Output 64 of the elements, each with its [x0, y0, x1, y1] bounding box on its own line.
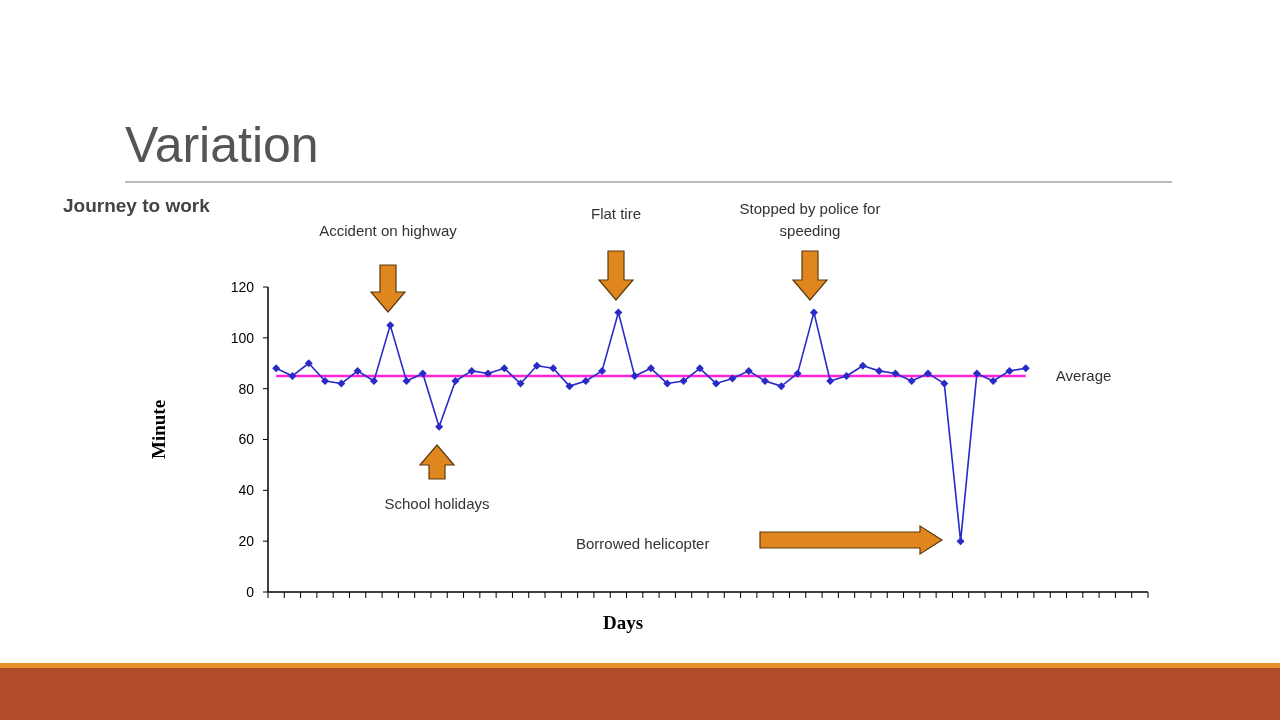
point	[484, 369, 492, 378]
annotation: School holidays	[384, 495, 490, 512]
point	[435, 422, 444, 431]
chart-subtitle: Journey to work	[63, 195, 211, 216]
text: Accident on highway	[319, 222, 458, 239]
point	[924, 369, 932, 378]
point	[402, 377, 411, 386]
point	[728, 374, 737, 383]
y-tick-label: 20	[238, 533, 255, 550]
point	[809, 308, 818, 317]
point	[891, 369, 900, 378]
point	[304, 359, 313, 368]
point	[646, 364, 655, 373]
point	[386, 321, 395, 330]
text: Stopped by police for speeding	[739, 200, 881, 239]
point	[777, 382, 786, 391]
point	[695, 364, 704, 373]
point	[337, 379, 346, 388]
point	[598, 366, 607, 375]
y-axis-title: Minute	[148, 399, 169, 460]
point	[1005, 366, 1014, 375]
point	[451, 377, 460, 386]
point	[532, 361, 541, 370]
point	[842, 371, 851, 380]
point	[940, 379, 949, 388]
chart-title: Variation	[125, 117, 319, 173]
point	[907, 377, 916, 386]
point	[565, 382, 574, 391]
y-tick-label: 120	[230, 278, 255, 295]
point	[793, 369, 802, 378]
point	[679, 377, 688, 386]
point	[875, 366, 884, 375]
y-tick-label: 0	[246, 583, 255, 600]
y-tick-label: 60	[238, 431, 255, 448]
point	[826, 377, 835, 386]
point	[549, 364, 558, 373]
point	[500, 364, 509, 373]
y-tick-label: 80	[238, 380, 255, 397]
point	[956, 537, 965, 546]
annotation: Borrowed helicopter	[576, 535, 710, 552]
point	[467, 366, 476, 375]
point	[272, 364, 281, 373]
point	[663, 379, 672, 388]
text: Flat tire	[590, 205, 642, 222]
point	[972, 369, 981, 378]
point	[614, 308, 623, 317]
y-tick-label: 40	[238, 482, 255, 499]
point	[418, 369, 427, 378]
x-axis-title: Days	[602, 612, 644, 633]
y-tick-label: 100	[230, 329, 255, 346]
point	[989, 377, 998, 386]
point	[630, 371, 639, 380]
point	[581, 377, 590, 386]
point	[744, 366, 753, 375]
point	[353, 366, 362, 375]
point	[712, 379, 721, 388]
point	[321, 377, 330, 386]
ref-line-label: Average	[1055, 366, 1112, 384]
point	[1021, 364, 1030, 373]
point	[288, 371, 297, 380]
point	[761, 377, 770, 386]
point	[516, 379, 525, 388]
point	[369, 377, 378, 386]
point	[858, 361, 867, 370]
